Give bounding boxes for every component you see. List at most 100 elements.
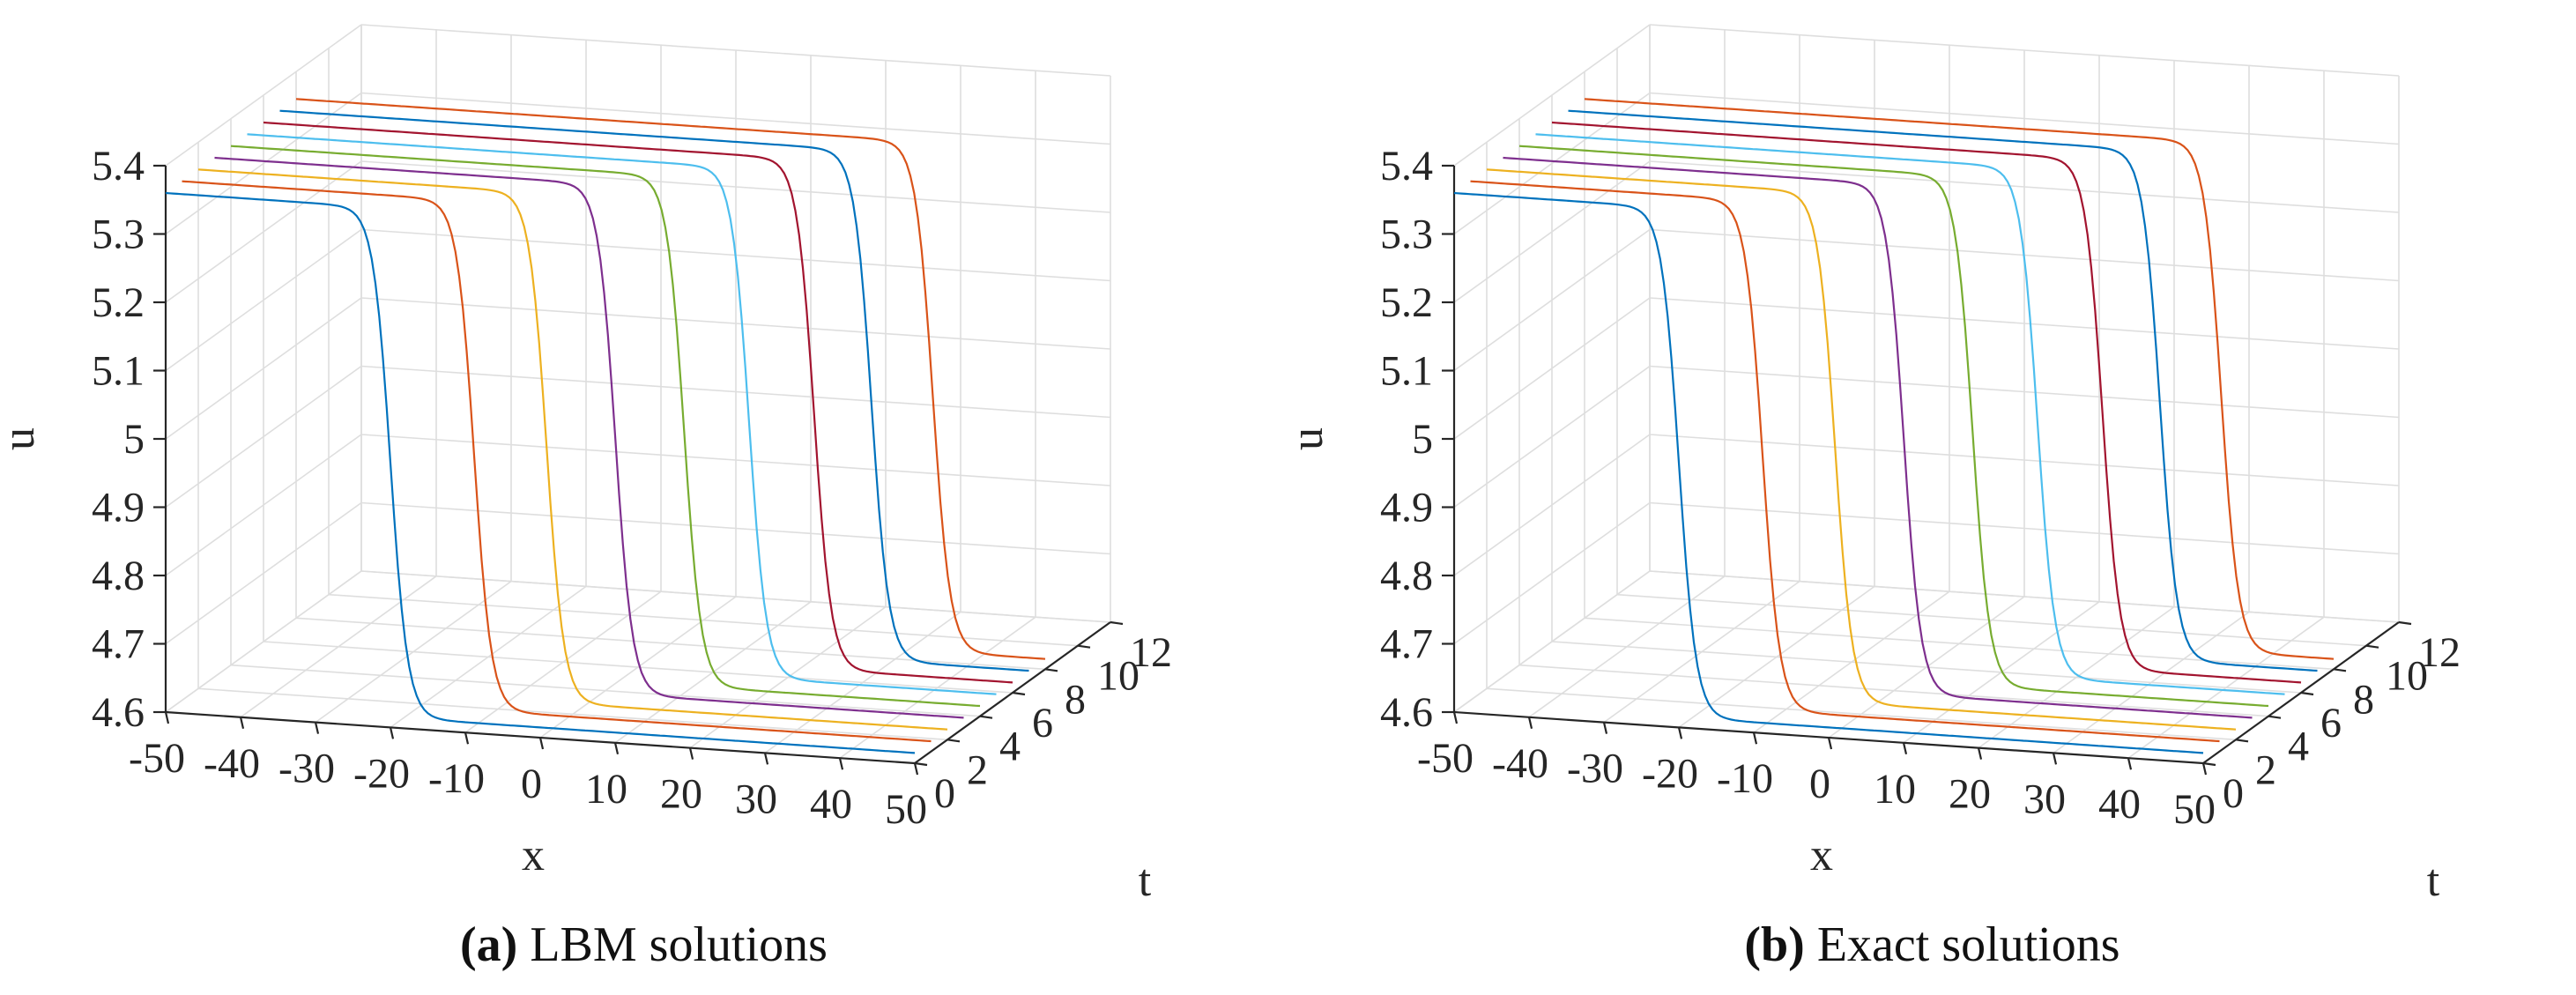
x-tick-label: -30: [1567, 746, 1623, 792]
u-tick-label: 5: [1412, 416, 1433, 463]
x-tick-mark: [913, 762, 919, 776]
series-curves: [1453, 98, 2335, 754]
series-line-t=8: [295, 98, 1046, 660]
floor-grid-t: [1518, 664, 2269, 717]
series-line-t=7: [1568, 109, 2318, 672]
t-axis-title: t: [1139, 856, 1152, 906]
x-tick-label: 0: [1809, 761, 1830, 807]
t-tick-mark: [2300, 691, 2314, 696]
series-line-t=3: [1503, 156, 2253, 719]
back-grid-u: [360, 501, 1111, 555]
x-tick-mark: [2052, 753, 2058, 765]
series-line-t=3: [214, 156, 964, 719]
t-tick-label: 8: [2353, 676, 2374, 723]
side-grid-u: [165, 24, 362, 167]
x-tick-label: 50: [885, 786, 927, 833]
u-tick-label: 5.3: [1380, 212, 1433, 258]
u-axis-title: u: [1288, 427, 1333, 450]
t-tick-label: 6: [1032, 700, 1053, 746]
u-tick-label: 5.1: [1380, 348, 1433, 395]
t-tick-label: 6: [2320, 700, 2342, 746]
x-tick-mark: [613, 742, 620, 755]
x-tick-mark: [239, 717, 245, 730]
side-grid-u: [165, 501, 362, 645]
x-tick-label: -30: [278, 746, 335, 792]
u-tick-label: 5.1: [92, 348, 145, 395]
u-tick-label: 4.7: [1380, 621, 1433, 668]
back-grid-u: [360, 92, 1111, 145]
x-tick-label: 10: [1874, 766, 1916, 813]
t-tick-label: 0: [934, 770, 955, 817]
t-tick-label: 4: [999, 724, 1021, 770]
x-axis-title: x: [522, 830, 545, 880]
chart-a: -50 -40 -30 -20 -10 0 10 20 30 40 50 0246810124.64.…: [0, 24, 1172, 906]
side-grid-u: [165, 160, 362, 303]
series-line-t=2: [1486, 168, 2237, 731]
x-tick-mark: [1452, 711, 1459, 724]
t-tick-mark: [1012, 691, 1026, 696]
floor-grid-t: [263, 641, 1013, 694]
u-axis-title: u: [0, 427, 44, 450]
t-tick-mark: [1077, 644, 1091, 649]
t-tick-mark: [2202, 761, 2216, 767]
u-tick-label: 4.8: [92, 553, 145, 599]
u-tick-label: 5.2: [1380, 279, 1433, 326]
series-line-t=5: [247, 133, 997, 695]
series-line-t=7: [279, 109, 1029, 672]
x-tick-mark: [1977, 747, 1983, 760]
x-tick-label: -50: [1417, 735, 1474, 782]
series-line-t=0: [1453, 191, 2204, 754]
t-tick-mark: [2235, 739, 2249, 743]
u-tick-label: 4.7: [92, 621, 145, 668]
x-axis-title: x: [1810, 830, 1833, 880]
t-tick-label: 12: [2418, 629, 2461, 676]
side-grid-u: [1453, 570, 1651, 713]
x-tick-mark: [1677, 727, 1683, 739]
back-grid-u: [1649, 570, 2400, 623]
series-line-t=1: [182, 180, 932, 743]
series-curves: [165, 98, 1046, 754]
x-tick-label: -10: [428, 755, 485, 802]
x-tick-label: 20: [1949, 771, 1991, 818]
t-tick-mark: [947, 739, 961, 743]
series-line-t=4: [1518, 145, 2269, 708]
x-tick-label: -10: [1717, 755, 1773, 802]
x-tick-label: 0: [521, 761, 542, 807]
side-grid-u: [1453, 365, 1651, 509]
side-grid-u: [1453, 228, 1651, 372]
axes: [1442, 164, 2412, 776]
x-tick-label: -40: [204, 740, 260, 787]
t-tick-label: 2: [2255, 746, 2276, 793]
t-tick-mark: [1044, 668, 1058, 672]
back-grid-u: [1649, 297, 2400, 350]
x-tick-mark: [464, 731, 470, 745]
back-grid-u: [360, 24, 1111, 77]
series-line-t=5: [1535, 133, 2285, 695]
x-tick-mark: [538, 737, 545, 750]
caption-a-label: (a): [460, 917, 518, 972]
x-tick-mark: [164, 711, 170, 724]
u-tick-label: 4.6: [92, 689, 145, 736]
x-tick-label: 30: [2023, 776, 2066, 822]
caption-b-text: Exact solutions: [1816, 917, 2120, 972]
x-tick-label: 20: [660, 771, 702, 818]
floor-grid-t: [1551, 641, 2302, 694]
side-grid-u: [1453, 297, 1651, 440]
x-tick-label: 10: [585, 766, 627, 813]
x-tick-mark: [688, 747, 694, 760]
x-tick-mark: [1902, 742, 1908, 755]
x-tick-label: -50: [129, 735, 185, 782]
back-grid-u: [1649, 365, 2400, 419]
series-line-t=8: [1584, 98, 2335, 660]
series-line-t=1: [1470, 180, 2220, 743]
u-tick-label: 5: [123, 416, 145, 463]
x-tick-mark: [1827, 737, 1833, 750]
t-tick-mark: [914, 761, 928, 767]
t-tick-mark: [979, 715, 993, 719]
x-tick-mark: [838, 757, 844, 770]
back-grid-u: [360, 160, 1111, 213]
back-grid-u: [1649, 160, 2400, 213]
x-tick-mark: [389, 727, 395, 739]
t-tick-mark: [2398, 620, 2412, 626]
t-tick-label: 2: [967, 746, 988, 793]
